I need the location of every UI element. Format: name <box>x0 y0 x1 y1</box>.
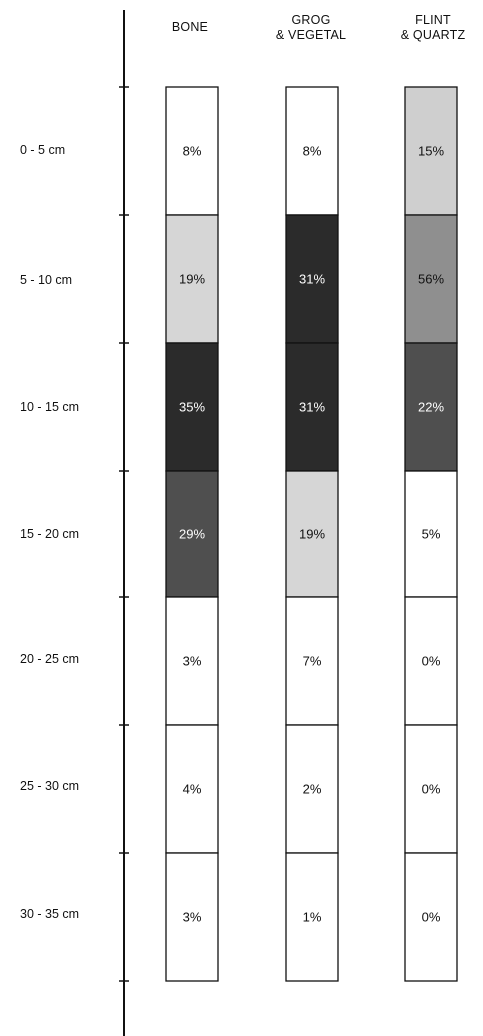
column-header-flint-quartz: FLINT & QUARTZ <box>400 13 466 42</box>
cell-grog-vegetal <box>285 852 339 982</box>
depth-label: 25 - 30 cm <box>20 779 80 793</box>
cell-grog-vegetal <box>285 724 339 854</box>
cell-flint-quartz <box>404 86 458 216</box>
cell-value-label: 56% <box>418 271 444 286</box>
cell-value-label: 31% <box>299 271 325 286</box>
cell-value-label: 0% <box>422 653 441 668</box>
cell-value-label: 4% <box>183 781 202 796</box>
cell-value-label: 15% <box>418 143 444 158</box>
depth-label: 30 - 35 cm <box>20 907 80 921</box>
cell-value-label: 35% <box>179 399 205 414</box>
cell-bone <box>165 852 219 982</box>
depth-label: 5 - 10 cm <box>20 273 73 287</box>
depth-label: 0 - 5 cm <box>20 143 66 157</box>
cell-bone <box>165 724 219 854</box>
cell-value-label: 2% <box>303 781 322 796</box>
cell-value-label: 31% <box>299 399 325 414</box>
cell-flint-quartz <box>404 470 458 598</box>
cell-value-label: 22% <box>418 399 444 414</box>
column-header-bone: BONE <box>171 20 209 34</box>
cell-value-label: 3% <box>183 909 202 924</box>
cell-value-label: 29% <box>179 526 205 541</box>
cell-flint-quartz <box>404 214 458 344</box>
depth-label: 20 - 25 cm <box>20 652 80 666</box>
cell-flint-quartz <box>404 724 458 854</box>
cell-bone <box>165 342 219 472</box>
cell-value-label: 8% <box>183 143 202 158</box>
cell-value-label: 19% <box>299 526 325 541</box>
cell-bone <box>165 214 219 344</box>
cell-grog-vegetal <box>285 470 339 598</box>
cell-value-label: 8% <box>303 143 322 158</box>
depth-label: 10 - 15 cm <box>20 400 80 414</box>
cell-value-label: 5% <box>422 526 441 541</box>
cell-grog-vegetal <box>285 342 339 472</box>
cell-grog-vegetal <box>285 214 339 344</box>
cell-value-label: 3% <box>183 653 202 668</box>
cell-grog-vegetal <box>285 596 339 726</box>
cell-bone <box>165 86 219 216</box>
cell-flint-quartz <box>404 852 458 982</box>
cell-value-label: 0% <box>422 909 441 924</box>
column-header-grog-vegetal: GROG & VEGETAL <box>275 13 347 42</box>
depth-label: 15 - 20 cm <box>20 527 80 541</box>
cell-value-label: 0% <box>422 781 441 796</box>
cell-value-label: 7% <box>303 653 322 668</box>
cell-value-label: 19% <box>179 271 205 286</box>
cell-value-label: 1% <box>303 909 322 924</box>
cell-bone <box>165 596 219 726</box>
